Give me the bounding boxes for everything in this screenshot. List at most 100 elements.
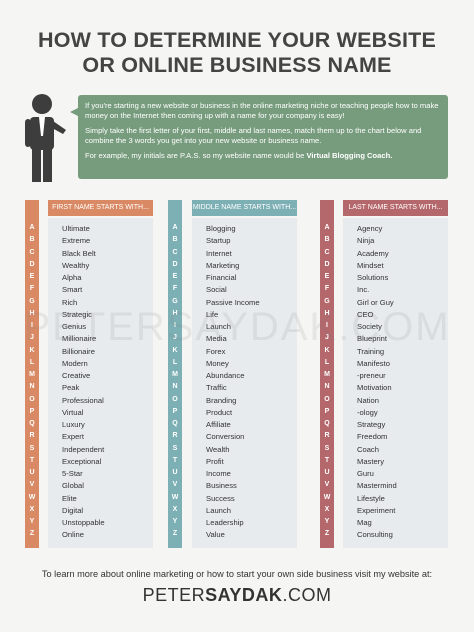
word: Marketing: [206, 260, 240, 270]
title-line: HOW TO DETERMINE YOUR WEBSITE: [38, 28, 436, 52]
word: Mastermind: [357, 481, 397, 491]
letter: U: [324, 469, 330, 476]
letter: E: [29, 273, 35, 280]
letter: Q: [29, 420, 35, 427]
word: Launch: [206, 505, 231, 515]
letter: S: [29, 444, 35, 452]
word: Solutions: [357, 273, 389, 282]
word-panel: [48, 218, 153, 548]
word: -preneur: [357, 371, 386, 380]
word: Online: [62, 530, 84, 540]
letter: N: [172, 383, 178, 391]
word: Income: [206, 469, 231, 478]
word: Traffic: [206, 383, 227, 393]
word: Branding: [206, 395, 237, 405]
letter: M: [172, 371, 178, 378]
letter: A: [29, 224, 35, 231]
word: Millionaire: [62, 334, 97, 344]
word: Mindset: [357, 260, 384, 270]
word: Wealthy: [62, 260, 90, 270]
intro-paragraph: Simply take the first letter of your fir…: [85, 126, 422, 145]
word: Guru: [357, 469, 374, 478]
letter: T: [324, 456, 330, 464]
word: Profit: [206, 456, 224, 466]
letter: X: [172, 505, 178, 513]
letter: K: [324, 346, 330, 354]
intro-example: Virtual Blogging Coach.: [306, 151, 393, 161]
letter: Y: [29, 518, 35, 525]
letter: L: [29, 358, 35, 366]
word: Internet: [206, 248, 232, 258]
letter: Z: [172, 530, 178, 538]
letter: S: [324, 444, 330, 452]
letter: I: [174, 322, 176, 329]
letter: P: [172, 407, 178, 415]
letter: Q: [324, 420, 330, 427]
word: Nation: [357, 395, 379, 405]
word: Professional: [62, 395, 104, 405]
letter: H: [29, 309, 35, 317]
word: Inc.: [357, 285, 370, 295]
letter: Y: [324, 518, 330, 525]
watermark: PETERSAYDAK.COM: [23, 305, 451, 349]
letter: M: [324, 371, 330, 378]
person-icon: [25, 94, 78, 182]
letter: C: [324, 248, 330, 256]
letter: O: [29, 395, 35, 403]
word: Strategy: [357, 420, 386, 429]
letter: N: [324, 383, 330, 391]
letter: U: [29, 469, 35, 476]
word: Agency: [357, 224, 383, 233]
letter: R: [29, 432, 35, 440]
letter: H: [172, 309, 178, 317]
letter: F: [29, 285, 35, 293]
letter: X: [324, 505, 330, 513]
intro-text: For example, my initials are P.A.S. so m…: [85, 151, 305, 161]
column-header: MIDDLE NAME STARTS WITH...: [192, 200, 297, 216]
word: Independent: [62, 444, 105, 454]
letter: U: [172, 469, 178, 476]
letter: E: [324, 273, 330, 280]
word: Lifestyle: [357, 493, 385, 503]
letter: R: [324, 432, 330, 440]
word: Life: [206, 309, 219, 319]
word: Unstoppable: [62, 518, 105, 527]
word: Business: [206, 481, 237, 491]
word: Wealth: [206, 444, 230, 454]
brand-part: SAYDAK: [205, 585, 283, 605]
letter: W: [323, 493, 331, 501]
word-panel: [192, 218, 297, 548]
word: Genius: [62, 322, 87, 331]
word: Global: [62, 481, 84, 491]
letter-strip: [25, 200, 39, 548]
letter: S: [172, 444, 178, 452]
letter: R: [172, 432, 178, 440]
intro-box: If you're starting a new website or busi…: [78, 95, 448, 179]
letter: Z: [29, 530, 35, 538]
letter: Q: [172, 420, 178, 427]
letter: F: [172, 285, 178, 293]
word: Exceptional: [62, 456, 102, 466]
word: Ultimate: [62, 224, 90, 233]
intro-paragraph: For example, my initials are P.A.S. so m…: [85, 151, 441, 161]
letter: G: [29, 297, 35, 305]
word: Billionaire: [62, 346, 95, 356]
letter: V: [172, 481, 178, 489]
letter: K: [29, 346, 35, 354]
footer-brand: PETERSAYDAK.COM: [0, 585, 474, 606]
letter: I: [326, 322, 328, 329]
letter: F: [324, 285, 330, 293]
word: Modern: [62, 358, 88, 368]
column-header: FIRST NAME STARTS WITH...: [48, 200, 153, 216]
letter: B: [324, 236, 330, 244]
word: Freedom: [357, 432, 388, 442]
word: Mag: [357, 518, 372, 527]
letter: B: [29, 236, 35, 244]
letter: Z: [324, 530, 330, 538]
letter: J: [325, 334, 329, 342]
letter: G: [172, 297, 178, 305]
letter: P: [324, 407, 330, 415]
word: -ology: [357, 407, 378, 417]
word: Affiliate: [206, 420, 231, 429]
word: Society: [357, 322, 382, 331]
